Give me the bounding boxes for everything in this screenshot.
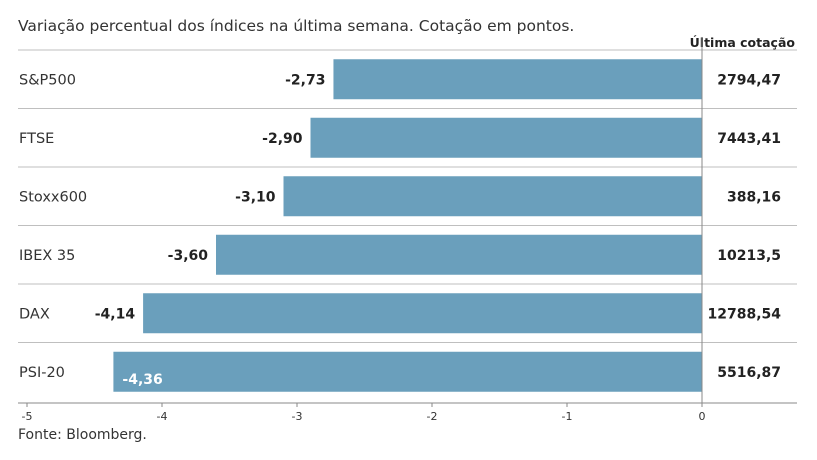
last-quote-value: 7443,41 xyxy=(717,131,781,147)
bar-6 xyxy=(113,351,702,392)
category-label: S&P500 xyxy=(19,72,76,88)
chart-subtitle: Variação percentual dos índices na últim… xyxy=(18,17,575,35)
last-quote-value: 10213,5 xyxy=(717,248,781,264)
last-quote-value: 12788,54 xyxy=(707,306,781,322)
value-label: -2,73 xyxy=(285,72,325,88)
category-label: PSI-20 xyxy=(19,365,65,381)
x-tick-label: -3 xyxy=(292,410,303,423)
category-label: Stoxx600 xyxy=(19,189,87,205)
x-tick-label: 0 xyxy=(699,410,706,423)
bar-2 xyxy=(310,117,702,158)
last-quote-value: 5516,87 xyxy=(717,365,781,381)
value-label: -4,36 xyxy=(122,372,162,388)
bar-3 xyxy=(283,176,702,217)
value-label: -3,60 xyxy=(168,248,209,264)
source-note: Fonte: Bloomberg. xyxy=(18,427,147,443)
bar-1 xyxy=(333,59,702,100)
category-label: FTSE xyxy=(19,131,54,147)
bar-4 xyxy=(216,234,702,275)
last-quote-value: 388,16 xyxy=(727,189,781,205)
value-label: -4,14 xyxy=(95,306,136,322)
category-label: DAX xyxy=(19,306,50,322)
x-tick-label: -1 xyxy=(562,410,573,423)
category-label: IBEX 35 xyxy=(19,248,75,264)
x-tick-label: -5 xyxy=(22,410,33,423)
x-tick-label: -2 xyxy=(427,410,438,423)
value-label: -2,90 xyxy=(262,131,303,147)
quote-column-header: Última cotação xyxy=(690,35,796,50)
x-tick-label: -4 xyxy=(157,410,168,423)
value-label: -3,10 xyxy=(235,189,276,205)
bar-5 xyxy=(143,293,703,334)
last-quote-value: 2794,47 xyxy=(717,72,781,88)
